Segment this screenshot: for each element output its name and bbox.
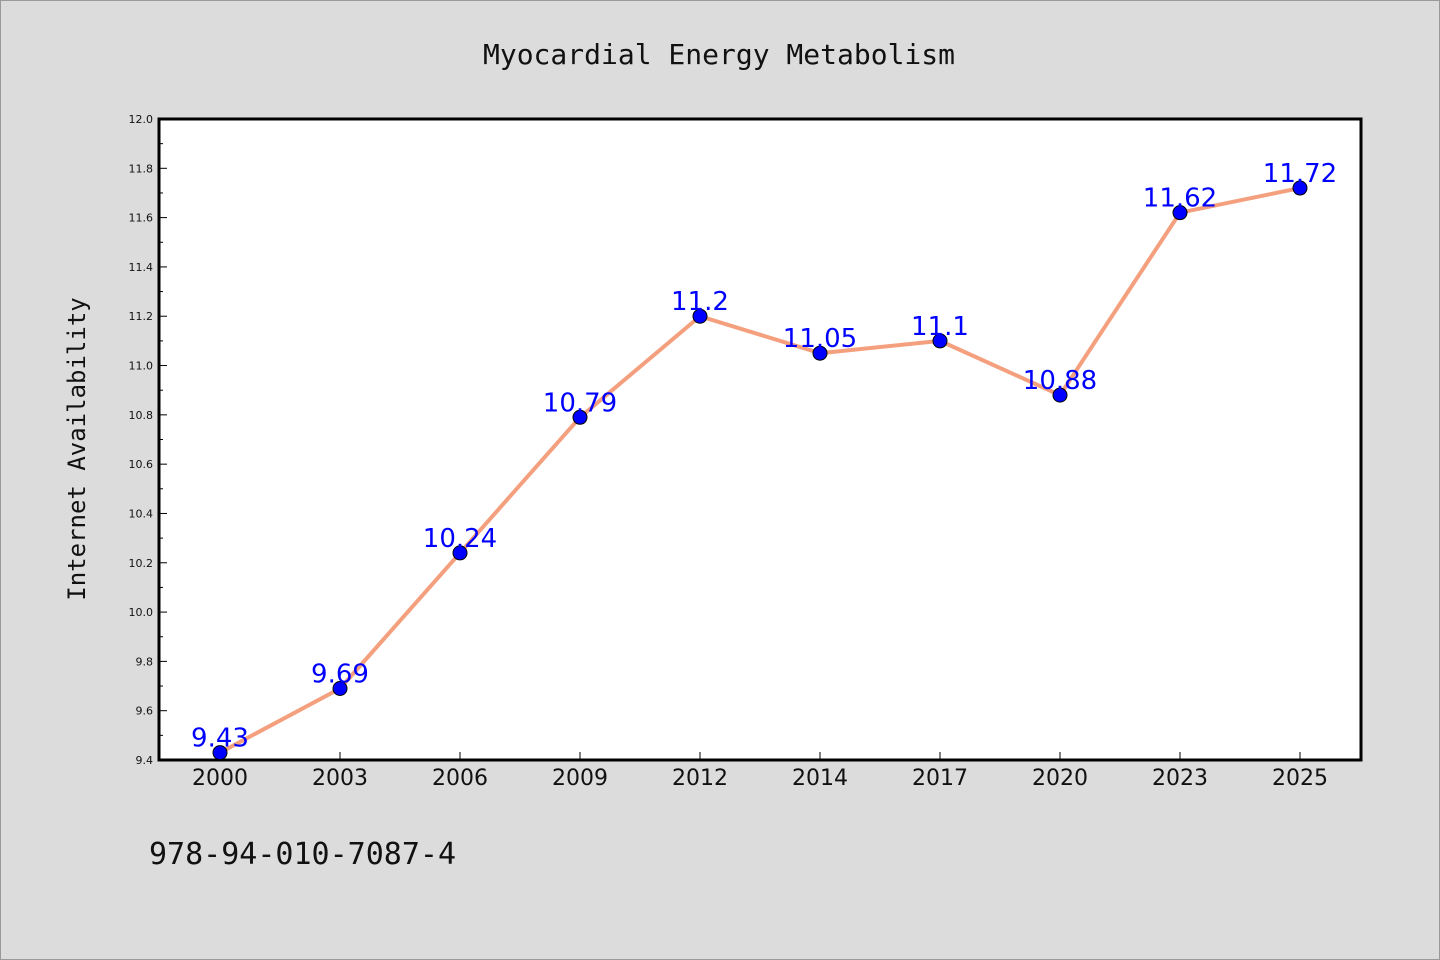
x-tick-label: 2003 <box>312 766 368 791</box>
data-point-marker <box>692 308 708 324</box>
y-tick-label: 12.0 <box>129 113 154 126</box>
data-label: 11.72 <box>1263 159 1337 189</box>
data-label: 10.79 <box>543 388 617 418</box>
data-point-marker <box>452 545 468 561</box>
y-tick-label: 11.8 <box>129 162 154 175</box>
data-point-marker <box>932 333 948 349</box>
y-tick-label: 10.8 <box>129 409 154 422</box>
x-tick-label: 2006 <box>432 766 488 791</box>
data-point-marker <box>812 345 828 361</box>
y-tick-label: 10.6 <box>129 458 154 471</box>
x-tick-label: 2023 <box>1152 766 1208 791</box>
data-label: 11.62 <box>1143 184 1217 214</box>
plot-area <box>157 117 1363 762</box>
x-tick-label: 2000 <box>192 766 248 791</box>
data-label: 9.69 <box>311 660 369 690</box>
data-label: 9.43 <box>191 724 249 754</box>
series-line <box>218 186 1302 755</box>
data-point-marker <box>1292 180 1308 196</box>
footnote-isbn: 978-94-010-7087-4 <box>149 837 456 872</box>
data-label: 10.88 <box>1023 366 1097 396</box>
x-tick-label: 2012 <box>672 766 728 791</box>
x-tick-label: 2025 <box>1272 766 1328 791</box>
data-point-marker <box>332 681 348 697</box>
y-tick-label: 9.8 <box>136 655 154 668</box>
data-label: 11.2 <box>671 287 729 317</box>
chart-title: Myocardial Energy Metabolism <box>483 38 955 71</box>
x-axis: 2000 2003 2006 2009 2012 2014 2017 2020 2023 2025 <box>192 752 1328 791</box>
y-tick-label: 10.4 <box>129 507 154 520</box>
data-label: 10.24 <box>423 524 497 554</box>
data-point-marker <box>1172 205 1188 221</box>
x-tick-label: 2017 <box>912 766 968 791</box>
y-tick-label: 11.6 <box>129 212 154 225</box>
data-label: 11.05 <box>783 324 857 354</box>
data-label: 11.1 <box>911 312 969 342</box>
y-axis: 9.4 9.6 9.8 10.0 10.2 10.4 10.6 10.8 11.0 11.2 11.… <box>129 113 167 767</box>
x-tick-label: 2014 <box>792 766 848 791</box>
y-tick-label: 11.2 <box>129 310 154 323</box>
data-point-marker <box>212 745 228 761</box>
y-tick-label: 10.0 <box>129 606 154 619</box>
y-tick-label: 9.4 <box>136 754 154 767</box>
data-point-marker <box>1052 387 1068 403</box>
y-tick-label: 11.0 <box>129 360 154 373</box>
series-layer: 9.43 9.69 10.24 10.79 11.2 11.05 11.1 10.88 11.6… <box>191 159 1337 761</box>
y-tick-label: 10.2 <box>129 557 154 570</box>
y-axis-label: Internet Availability <box>63 297 91 600</box>
x-tick-label: 2009 <box>552 766 608 791</box>
y-tick-label: 11.4 <box>129 261 154 274</box>
y-tick-label: 9.6 <box>136 705 154 718</box>
x-tick-label: 2020 <box>1032 766 1088 791</box>
data-point-marker <box>572 409 588 425</box>
